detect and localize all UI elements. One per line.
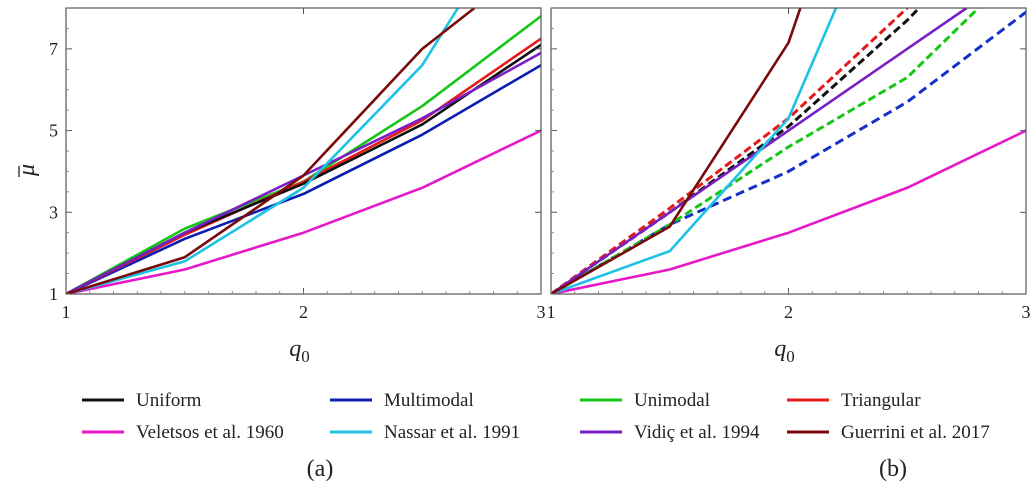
legend-label: Uniform xyxy=(136,390,202,411)
panel-label: (a) xyxy=(307,456,334,482)
series-line-unimodal xyxy=(66,15,541,294)
legend-item-unimodal: Unimodal xyxy=(580,390,710,411)
legend-label: Vidiç et al. 1994 xyxy=(634,422,760,443)
legend-item-nassar-et-al-1991: Nassar et al. 1991 xyxy=(330,422,520,443)
series-line-triangular xyxy=(551,8,909,294)
plot-frame xyxy=(550,7,1027,295)
series-line-veletsos-et-al-1960 xyxy=(66,129,541,294)
panel-b: 1 2 3 q0 (b) xyxy=(547,7,1031,482)
series-line-veletsos-et-al-1960 xyxy=(551,129,1026,294)
series-line-guerrini-et-al-2017 xyxy=(66,8,476,294)
series-line-guerrini-et-al-2017 xyxy=(551,8,802,294)
legend-item-guerrini-et-al-2017: Guerrini et al. 2017 xyxy=(787,422,990,443)
x-axis-label: q0 xyxy=(774,336,795,366)
legend: Uniform Multimodal Unimodal Triangular Velet… xyxy=(82,390,990,443)
series-lines xyxy=(551,8,1026,294)
y-tick-label: 5 xyxy=(49,121,58,141)
panel-label: (b) xyxy=(879,456,907,482)
series-line-nassar-et-al-1991 xyxy=(66,8,459,294)
panel-a: 1 2 3 1 3 5 7 μ q0 (a) xyxy=(14,7,546,482)
legend-label: Guerrini et al. 2017 xyxy=(841,422,990,443)
y-tick-label: 3 xyxy=(49,202,58,222)
legend-label: Unimodal xyxy=(634,390,710,411)
x-axis-label: q0 xyxy=(289,336,310,366)
legend-item-uniform: Uniform xyxy=(82,390,202,411)
x-tick-label: 2 xyxy=(299,302,308,322)
plot-frame xyxy=(65,7,542,295)
legend-item-veletsos-et-al-1960: Veletsos et al. 1960 xyxy=(82,422,284,443)
legend-label: Triangular xyxy=(841,390,921,411)
legend-label: Veletsos et al. 1960 xyxy=(136,422,284,443)
series-line-nassar-et-al-1991 xyxy=(551,8,838,294)
y-axis-label: μ xyxy=(14,164,40,177)
series-lines xyxy=(66,8,541,294)
legend-label: Nassar et al. 1991 xyxy=(384,422,520,443)
legend-item-vidi-et-al-1994: Vidiç et al. 1994 xyxy=(580,422,760,443)
series-line-uniform xyxy=(551,8,921,294)
legend-item-triangular: Triangular xyxy=(787,390,921,411)
series-line-multimodal xyxy=(551,10,1026,294)
x-tick-label: 1 xyxy=(62,302,71,322)
series-line-vidi-et-al-1994 xyxy=(551,8,968,294)
legend-label: Multimodal xyxy=(384,390,474,411)
x-tick-label: 1 xyxy=(547,302,556,322)
x-tick-label: 3 xyxy=(1022,302,1031,322)
legend-item-multimodal: Multimodal xyxy=(330,390,474,411)
x-tick-label: 2 xyxy=(784,302,793,322)
y-tick-label: 7 xyxy=(49,39,58,59)
x-tick-label: 3 xyxy=(537,302,546,322)
y-tick-label: 1 xyxy=(49,284,58,304)
series-line-multimodal xyxy=(66,64,541,294)
